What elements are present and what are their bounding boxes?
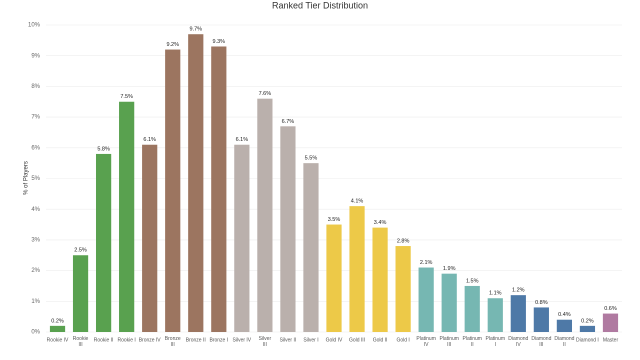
- x-tick-label: Gold II: [373, 337, 388, 343]
- value-label: 0.2%: [51, 318, 64, 324]
- y-tick-label: 6%: [31, 145, 40, 151]
- x-tick-label: Platinum I: [486, 336, 505, 348]
- y-tick-label: 8%: [31, 84, 40, 90]
- x-tick-label: Gold III: [349, 337, 365, 343]
- bar: [326, 224, 342, 332]
- value-label: 3.5%: [328, 217, 341, 223]
- value-label: 2.1%: [420, 260, 433, 266]
- value-label: 0.8%: [535, 300, 548, 306]
- x-tick-label: Rookie II: [94, 337, 114, 343]
- bar: [510, 295, 526, 332]
- value-label: 5.5%: [305, 156, 318, 162]
- x-tick-label: Silver IV: [233, 337, 252, 343]
- value-label: 9.3%: [213, 39, 226, 45]
- value-label: 9.2%: [166, 42, 179, 48]
- value-label: 5.8%: [97, 146, 110, 152]
- value-label: 9.7%: [189, 27, 202, 33]
- value-label: 0.2%: [581, 318, 594, 324]
- y-tick-label: 10%: [28, 23, 41, 29]
- x-tick-label: Platinum II: [463, 336, 482, 348]
- x-tick-label: Silver II: [280, 337, 297, 343]
- y-tick-label: 7%: [31, 115, 40, 121]
- value-label: 7.6%: [259, 91, 272, 97]
- value-label: 7.5%: [120, 94, 133, 100]
- x-tick-label: Silver I: [303, 337, 318, 343]
- y-tick-label: 2%: [31, 268, 40, 274]
- x-tick-label: Diamond II: [554, 336, 574, 348]
- x-tick-label: Bronze III: [165, 336, 181, 348]
- y-tick-label: 9%: [31, 53, 40, 59]
- x-tick-label: Bronze IV: [139, 337, 162, 343]
- value-label: 3.4%: [374, 220, 387, 226]
- value-label: 1.5%: [466, 278, 479, 284]
- bar: [602, 313, 619, 332]
- x-tick-label: Diamond IV: [508, 336, 528, 348]
- bar: [119, 101, 135, 332]
- x-tick-label: Diamond I: [576, 337, 599, 343]
- bar: [211, 46, 227, 333]
- bar: [372, 227, 388, 332]
- bar: [234, 144, 250, 332]
- y-tick-label: 3%: [31, 237, 40, 243]
- bar: [464, 285, 480, 332]
- y-tick-label: 1%: [31, 299, 40, 305]
- value-label: 1.9%: [443, 266, 456, 272]
- value-label: 6.7%: [282, 119, 295, 125]
- bar: [280, 126, 296, 332]
- x-tick-label: Master: [603, 337, 619, 343]
- x-tick-label: Rookie III: [73, 336, 89, 348]
- bar: [72, 255, 89, 332]
- bar: [257, 98, 273, 333]
- value-label: 4.1%: [351, 199, 364, 205]
- bar: [579, 325, 596, 332]
- x-tick-label: Silver III: [259, 336, 272, 348]
- x-tick-label: Rookie IV: [47, 337, 69, 343]
- bar: [303, 163, 319, 332]
- bar: [349, 206, 365, 332]
- bar: [533, 307, 549, 332]
- bar: [395, 246, 411, 332]
- x-tick-label: Bronze II: [186, 337, 206, 343]
- bar: [441, 273, 457, 332]
- chart-title: Ranked Tier Distribution: [272, 0, 368, 10]
- bar: [165, 49, 181, 333]
- x-tick-label: Gold IV: [326, 337, 343, 343]
- value-label: 6.1%: [236, 137, 249, 143]
- bar: [188, 34, 204, 333]
- value-label: 1.1%: [489, 291, 502, 297]
- value-label: 1.2%: [512, 288, 525, 294]
- bar: [556, 319, 573, 332]
- bar: [418, 267, 434, 332]
- y-tick-label: 0%: [31, 330, 40, 336]
- bar: [95, 153, 112, 332]
- y-tick-label: 5%: [31, 176, 40, 182]
- value-label: 0.4%: [558, 312, 571, 318]
- bar: [487, 298, 503, 332]
- value-label: 2.5%: [74, 248, 87, 254]
- x-tick-label: Gold I: [396, 337, 409, 343]
- value-label: 6.1%: [143, 137, 156, 143]
- value-label: 0.6%: [604, 306, 617, 312]
- x-tick-label: Rookie I: [117, 337, 135, 343]
- y-tick-label: 4%: [31, 207, 40, 213]
- x-tick-label: Bronze I: [209, 337, 228, 343]
- bar: [49, 325, 66, 332]
- x-tick-label: Diamond III: [531, 336, 551, 348]
- x-tick-label: Platinum IV: [416, 336, 435, 348]
- value-label: 2.8%: [397, 238, 410, 244]
- bar: [142, 144, 158, 332]
- x-tick-label: Platinum III: [439, 336, 458, 348]
- y-axis-label: % of Players: [24, 161, 30, 195]
